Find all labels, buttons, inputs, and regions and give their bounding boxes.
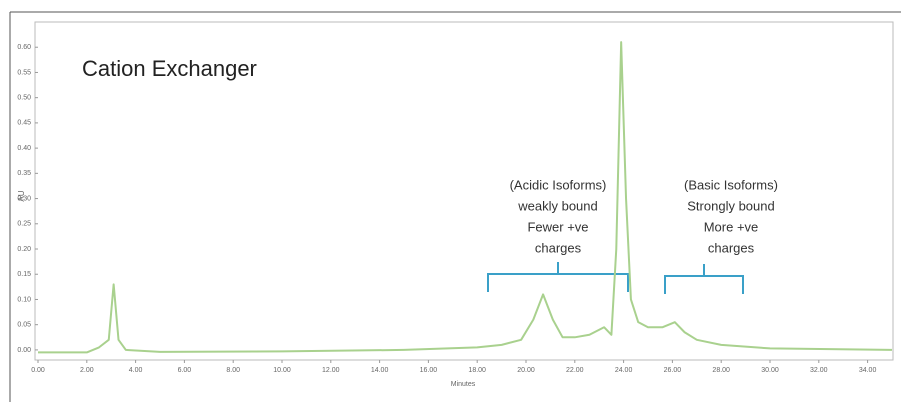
x-tick-label: 0.00	[31, 367, 45, 374]
x-tick-label: 32.00	[810, 367, 828, 374]
y-tick-label: 0.30	[17, 195, 31, 202]
y-tick-label: 0.40	[17, 145, 31, 152]
x-tick-label: 30.00	[761, 367, 779, 374]
y-tick-label: 0.60	[17, 44, 31, 51]
x-tick-label: 20.00	[517, 367, 535, 374]
x-tick-label: 34.00	[859, 367, 877, 374]
y-tick-label: 0.25	[17, 221, 31, 228]
x-tick-label: 6.00	[178, 367, 192, 374]
y-tick-label: 0.55	[17, 69, 31, 76]
y-tick-label: 0.50	[17, 95, 31, 102]
y-tick-label: 0.00	[17, 347, 31, 354]
y-tick-label: 0.35	[17, 170, 31, 177]
x-tick-label: 22.00	[566, 367, 584, 374]
x-tick-label: 12.00	[322, 367, 340, 374]
y-axis-label: AU	[17, 190, 26, 201]
annotation-basic: (Basic Isoforms) Strongly bound More +ve…	[664, 177, 778, 294]
annotation-line: charges	[708, 240, 755, 255]
x-tick-label: 16.00	[420, 367, 438, 374]
x-tick-label: 24.00	[615, 367, 633, 374]
y-tick-label: 0.15	[17, 271, 31, 278]
chart-title: Cation Exchanger	[82, 56, 257, 81]
plot-area	[34, 21, 894, 361]
y-tick-label: 0.05	[17, 322, 31, 329]
x-tick-label: 26.00	[664, 367, 682, 374]
x-tick-label: 18.00	[468, 367, 486, 374]
annotation-line: Fewer +ve	[527, 219, 588, 234]
annotation-acidic: (Acidic Isoforms) weakly bound Fewer +ve…	[487, 177, 629, 292]
x-tick-label: 2.00	[80, 367, 94, 374]
x-axis-label: Minutes	[451, 381, 476, 388]
x-tick-label: 10.00	[273, 367, 291, 374]
annotation-line: (Acidic Isoforms)	[510, 177, 607, 192]
y-tick-label: 0.10	[17, 296, 31, 303]
annotation-line: More +ve	[704, 219, 759, 234]
bracket	[664, 264, 744, 294]
x-tick-label: 4.00	[129, 367, 143, 374]
chromatogram-line	[38, 41, 893, 354]
y-tick-label: 0.45	[17, 120, 31, 127]
x-tick-label: 14.00	[371, 367, 389, 374]
bracket	[487, 262, 629, 292]
y-tick-label: 0.20	[17, 246, 31, 253]
x-tick-label: 8.00	[226, 367, 240, 374]
annotation-line: weakly bound	[517, 198, 598, 213]
annotation-line: Strongly bound	[687, 198, 774, 213]
annotation-line: (Basic Isoforms)	[684, 177, 778, 192]
x-tick-label: 28.00	[712, 367, 730, 374]
annotation-line: charges	[535, 240, 582, 255]
